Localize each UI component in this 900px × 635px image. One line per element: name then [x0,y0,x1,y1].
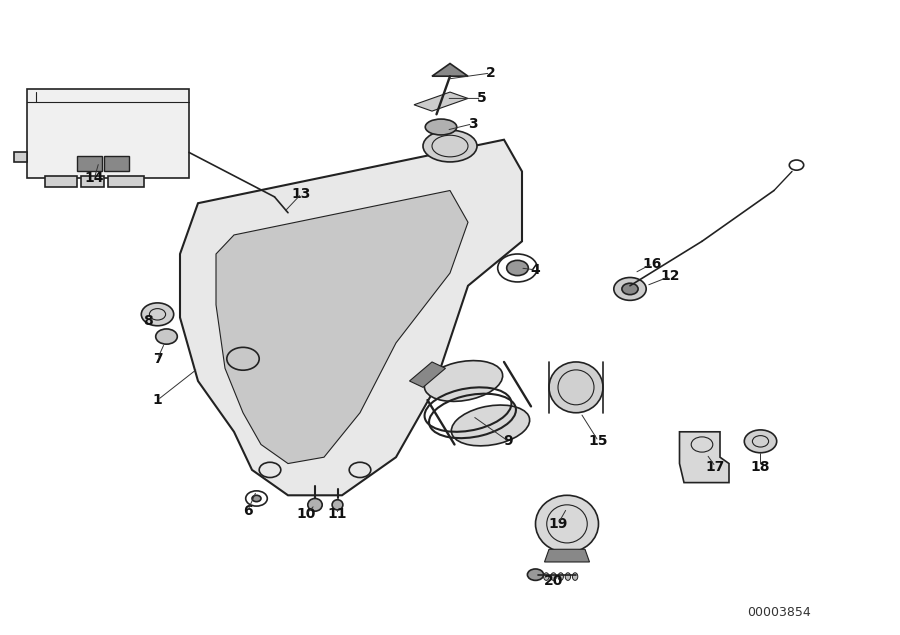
Bar [45,176,76,187]
Ellipse shape [572,573,578,580]
Text: 1: 1 [153,393,162,407]
Polygon shape [410,362,446,387]
Circle shape [141,303,174,326]
Ellipse shape [425,119,456,135]
Ellipse shape [424,361,503,401]
Circle shape [527,569,544,580]
Text: 5: 5 [477,91,486,105]
Bar [81,176,104,187]
Circle shape [744,430,777,453]
Circle shape [252,495,261,502]
Bar [27,89,189,178]
Text: 7: 7 [153,352,162,366]
Ellipse shape [308,498,322,511]
Polygon shape [14,152,27,162]
Circle shape [507,260,528,276]
Ellipse shape [549,362,603,413]
Text: 3: 3 [468,117,477,131]
Polygon shape [544,549,590,562]
Text: 16: 16 [643,257,662,271]
Polygon shape [680,432,729,483]
Ellipse shape [551,573,556,580]
Text: 13: 13 [292,187,311,201]
Ellipse shape [558,573,563,580]
Text: 4: 4 [531,263,540,277]
Text: 10: 10 [296,507,316,521]
Polygon shape [414,92,468,111]
Text: 8: 8 [144,314,153,328]
Text: 15: 15 [589,434,608,448]
Text: 00003854: 00003854 [747,606,810,619]
Ellipse shape [423,130,477,162]
Circle shape [614,277,646,300]
Polygon shape [216,190,468,464]
Text: 20: 20 [544,574,563,588]
Bar [104,156,129,171]
Text: 11: 11 [328,507,347,521]
Polygon shape [432,64,468,76]
Circle shape [156,329,177,344]
Text: 12: 12 [661,269,680,283]
Ellipse shape [536,495,598,552]
Bar [76,156,102,171]
Text: 2: 2 [486,66,495,80]
Ellipse shape [332,500,343,510]
Text: 9: 9 [504,434,513,448]
Text: 18: 18 [751,460,770,474]
Circle shape [622,283,638,295]
Polygon shape [180,140,522,495]
Ellipse shape [544,573,549,580]
Text: 14: 14 [85,171,104,185]
Bar [108,176,144,187]
Text: 17: 17 [706,460,725,474]
Ellipse shape [565,573,571,580]
Text: 6: 6 [243,504,252,518]
Text: 19: 19 [548,517,568,531]
Ellipse shape [451,405,530,446]
